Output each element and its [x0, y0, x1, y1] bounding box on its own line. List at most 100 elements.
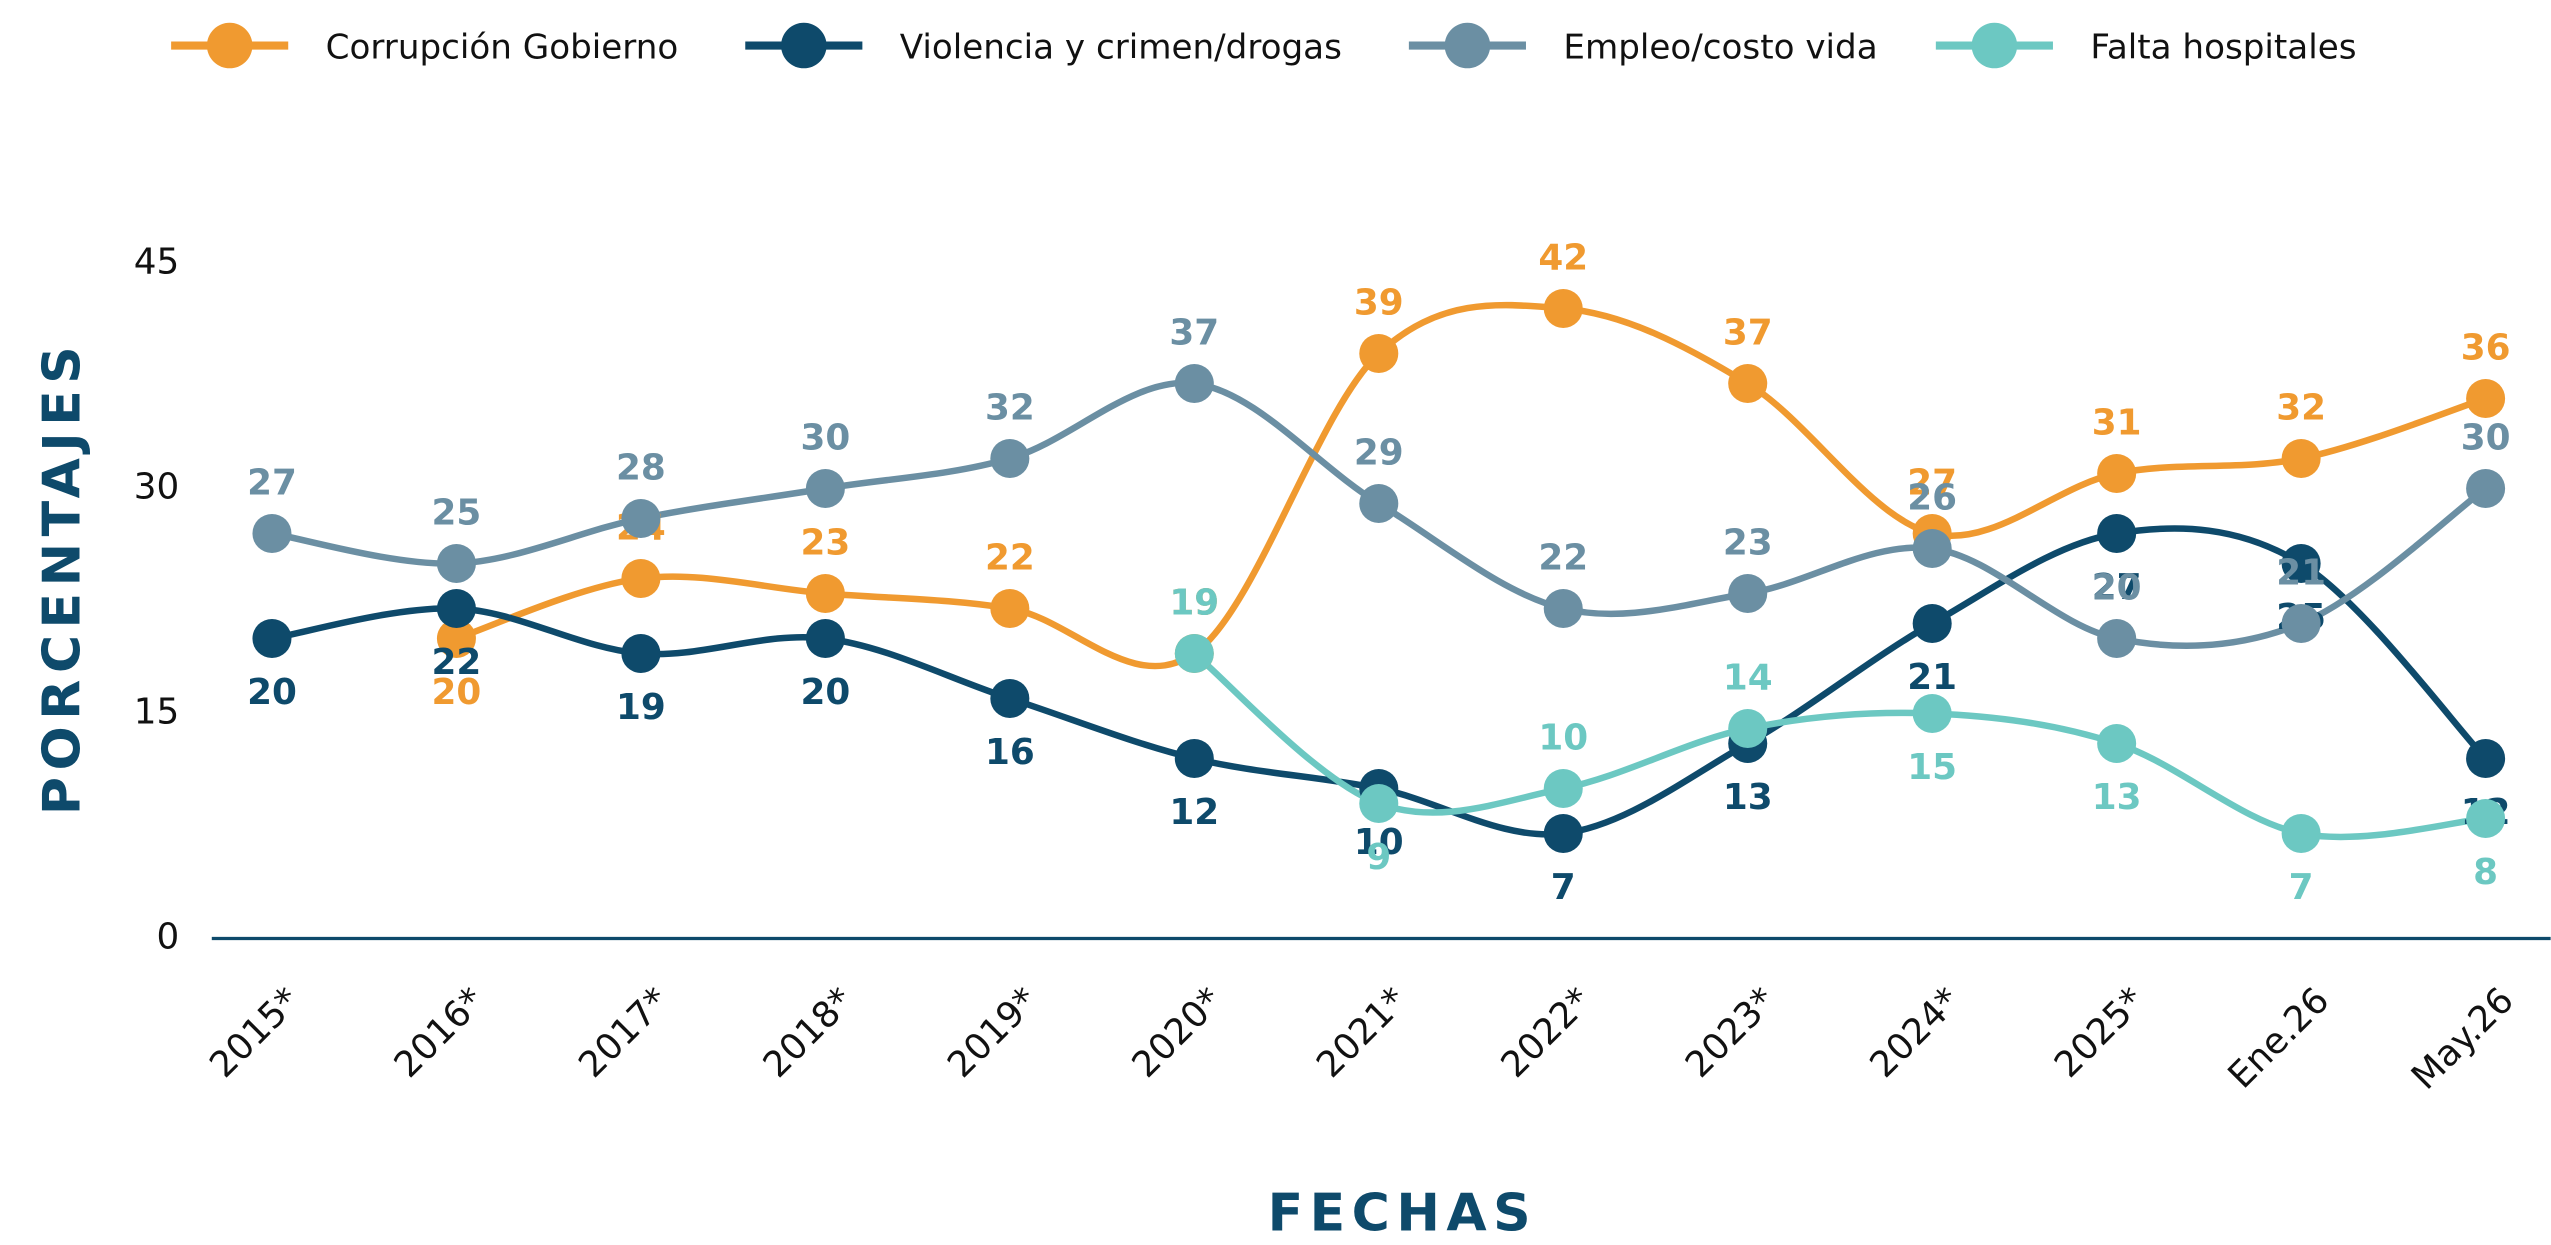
data-point: [436, 543, 476, 584]
data-point: [621, 633, 661, 673]
y-tick-label: 45: [134, 241, 180, 282]
data-label: 39: [1354, 283, 1404, 324]
data-point: [1912, 693, 1952, 733]
data-point: [2466, 738, 2506, 778]
data-label: 20: [432, 672, 482, 713]
series-line: [455, 301, 2487, 670]
data-point: [2097, 723, 2137, 763]
data-label: 10: [1354, 822, 1404, 863]
data-point: [990, 678, 1030, 718]
data-point: [1912, 603, 1952, 643]
data-point: [1359, 483, 1399, 524]
data-label: 37: [1169, 313, 1219, 354]
data-point: [1174, 633, 1214, 673]
data-label: 42: [1538, 238, 1588, 279]
x-axis-title: FECHAS: [1268, 1184, 1538, 1241]
x-tick-label: 2016*: [387, 980, 493, 1086]
data-label: 22: [985, 538, 1035, 579]
x-tick-label: 2018*: [756, 980, 862, 1086]
data-point: [1543, 588, 1583, 628]
data-label: 27: [247, 463, 297, 504]
x-tick-label: 2015*: [202, 980, 308, 1086]
data-label: 31: [2092, 403, 2142, 444]
legend-marker: [1444, 22, 1491, 69]
y-tick-label: 0: [156, 916, 179, 957]
data-label: 15: [1907, 747, 1957, 788]
data-label: 7: [2289, 867, 2314, 908]
data-point: [2097, 453, 2137, 494]
data-label: 30: [2461, 418, 2511, 459]
data-label: 16: [985, 732, 1035, 773]
data-label: 21: [2276, 553, 2326, 594]
data-label: 30: [800, 418, 850, 459]
x-tick-label: 2017*: [571, 980, 677, 1086]
data-label: 21: [1907, 657, 1957, 698]
data-label: 20: [247, 672, 297, 713]
data-point: [2281, 603, 2321, 643]
data-label: 13: [1723, 777, 1773, 818]
data-point: [2466, 378, 2506, 419]
data-label: 32: [985, 388, 1035, 429]
data-point: [1728, 573, 1768, 614]
data-label: 19: [1169, 583, 1219, 624]
x-tick-label: 2025*: [2047, 980, 2153, 1086]
data-label: 28: [616, 448, 666, 489]
data-label: 10: [1538, 718, 1588, 759]
x-tick-label: 2024*: [1862, 980, 1968, 1086]
data-label: 20: [2092, 568, 2142, 609]
data-label: 22: [432, 642, 482, 683]
legend-label: Corrupción Gobierno: [326, 27, 679, 67]
data-point: [1543, 813, 1583, 853]
data-point: [252, 513, 292, 554]
data-point: [805, 573, 845, 614]
data-label: 23: [1723, 523, 1773, 564]
data-label: 20: [800, 672, 850, 713]
legend-marker: [781, 22, 827, 69]
legend-label: Falta hospitales: [2090, 27, 2356, 67]
data-point: [1543, 288, 1583, 329]
x-tick-label: 2022*: [1493, 980, 1599, 1086]
data-point: [990, 588, 1030, 628]
data-point: [805, 618, 845, 658]
data-label: 25: [432, 493, 482, 534]
data-point: [1359, 783, 1399, 823]
legend-marker: [1971, 22, 2018, 69]
data-point: [436, 588, 476, 628]
data-point: [2466, 468, 2506, 509]
data-label: 37: [1723, 313, 1773, 354]
x-tick-label: Ene.26: [2221, 980, 2338, 1097]
data-label: 23: [800, 523, 850, 564]
data-point: [621, 498, 661, 539]
data-label: 26: [1907, 478, 1957, 519]
data-label: 12: [1169, 792, 1219, 833]
data-label: 29: [1354, 433, 1404, 474]
data-label: 27: [1907, 463, 1957, 504]
legend-label: Empleo/costo vida: [1563, 27, 1877, 67]
data-point: [436, 618, 476, 658]
data-point: [1543, 768, 1583, 808]
data-label: 9: [1366, 837, 1391, 878]
y-tick-label: 15: [134, 691, 180, 732]
data-point: [2097, 618, 2137, 658]
data-label: 22: [1538, 538, 1588, 579]
data-point: [2281, 543, 2321, 584]
x-tick-label: 2021*: [1309, 980, 1415, 1086]
data-point: [1359, 333, 1399, 374]
data-label: 14: [1723, 658, 1773, 699]
x-tick-label: May.26: [2404, 980, 2522, 1098]
x-tick-label: 2023*: [1678, 980, 1784, 1086]
data-point: [1912, 528, 1952, 569]
legend-marker: [206, 22, 253, 69]
data-point: [2281, 813, 2321, 853]
data-label: 7: [1551, 867, 1576, 908]
x-tick-label: 2020*: [1125, 980, 1231, 1086]
data-label: 8: [2473, 852, 2498, 893]
data-point: [990, 438, 1030, 479]
data-point: [1174, 738, 1214, 778]
y-tick-label: 30: [134, 466, 180, 507]
y-axis-title: PORCENTAJES: [32, 340, 92, 815]
data-point: [621, 558, 661, 599]
data-point: [2097, 513, 2137, 554]
data-label: 27: [2092, 567, 2142, 608]
